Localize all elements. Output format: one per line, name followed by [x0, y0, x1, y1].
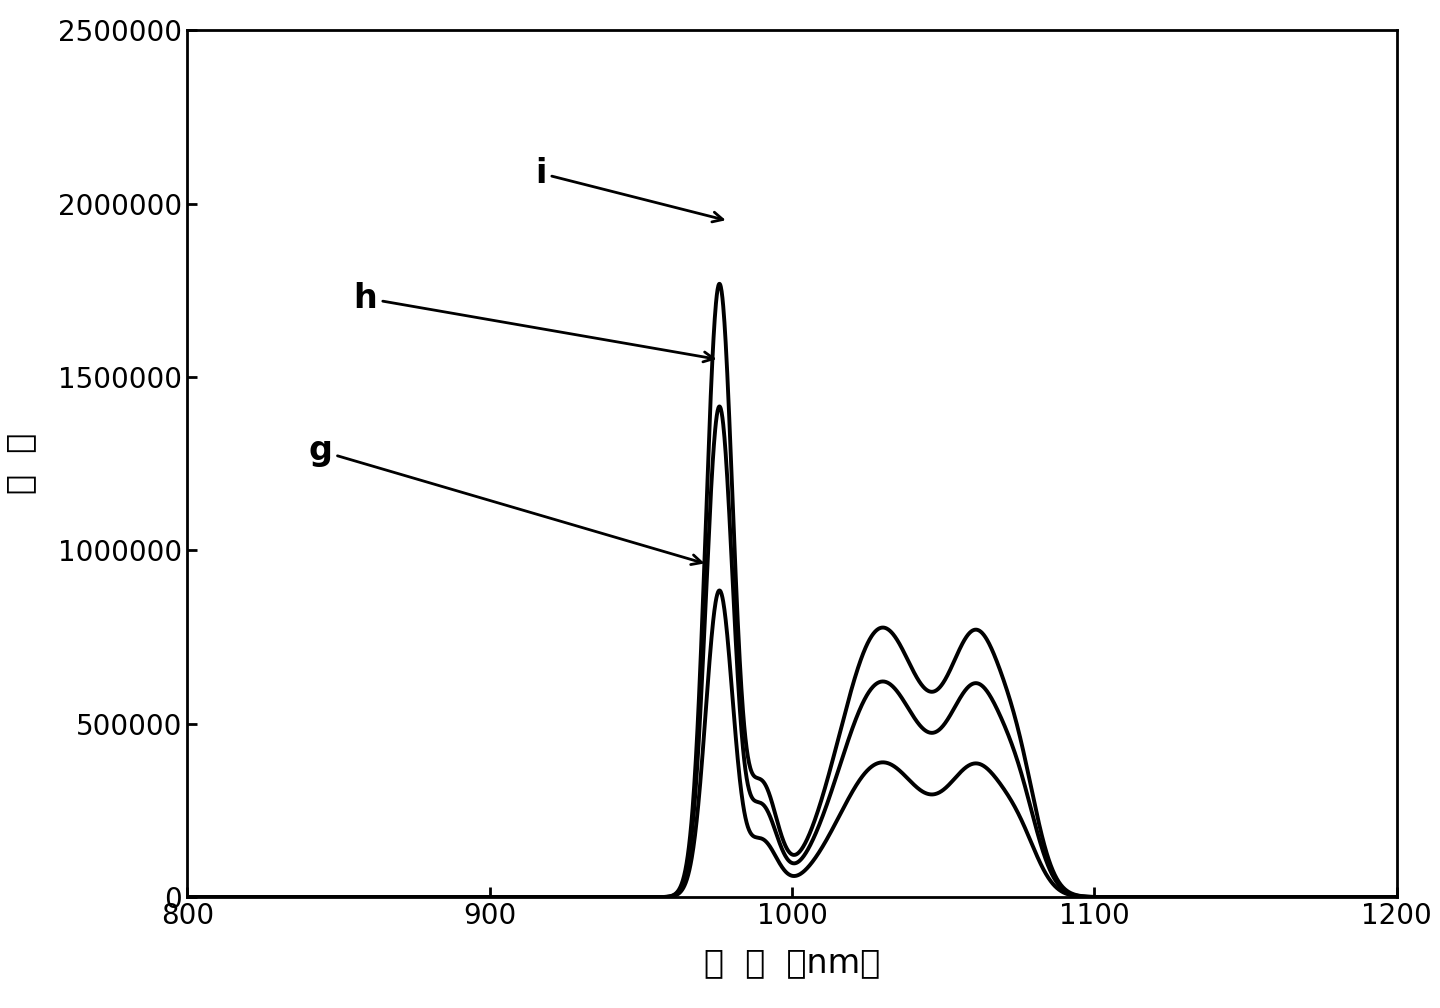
Text: g: g — [308, 434, 701, 564]
Y-axis label: 强  度: 强 度 — [4, 433, 37, 494]
X-axis label: 波  长  （nm）: 波 长 （nm） — [704, 947, 880, 980]
Text: i: i — [536, 157, 723, 222]
Text: h: h — [354, 281, 714, 362]
